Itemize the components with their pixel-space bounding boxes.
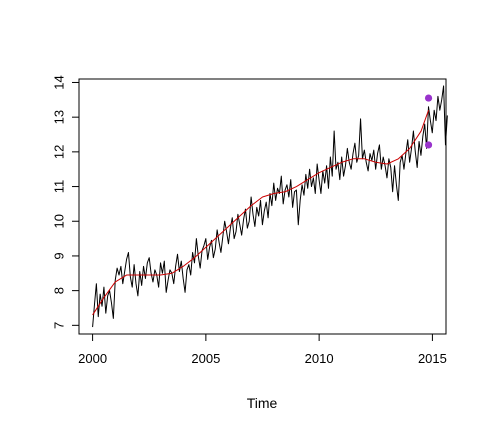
y-tick-label: 14 bbox=[51, 75, 66, 89]
x-tick-label: 2015 bbox=[418, 351, 447, 366]
y-tick-label: 8 bbox=[51, 287, 66, 294]
y-axis: 7 8 9 10 11 12 13 14 bbox=[51, 75, 80, 329]
y-tick-label: 10 bbox=[51, 214, 66, 228]
y-tick-label: 13 bbox=[51, 110, 66, 124]
y-tick-label: 12 bbox=[51, 145, 66, 159]
x-tick-label: 2005 bbox=[191, 351, 220, 366]
highlight-point-2 bbox=[424, 141, 433, 149]
observed-series-line bbox=[92, 85, 448, 328]
y-tick-label: 11 bbox=[51, 180, 66, 194]
marker-layer bbox=[424, 94, 433, 149]
x-tick-label: 2000 bbox=[78, 351, 107, 366]
y-tick-label: 7 bbox=[51, 322, 66, 329]
x-axis: 2000 2005 2010 2015 bbox=[78, 333, 447, 366]
x-axis-title: Time bbox=[247, 395, 278, 411]
smoothed-trend-line bbox=[92, 110, 430, 316]
series-layer bbox=[92, 85, 448, 328]
x-tick-label: 2010 bbox=[305, 351, 334, 366]
highlight-point-1 bbox=[424, 94, 433, 102]
y-tick-label: 9 bbox=[51, 252, 66, 259]
